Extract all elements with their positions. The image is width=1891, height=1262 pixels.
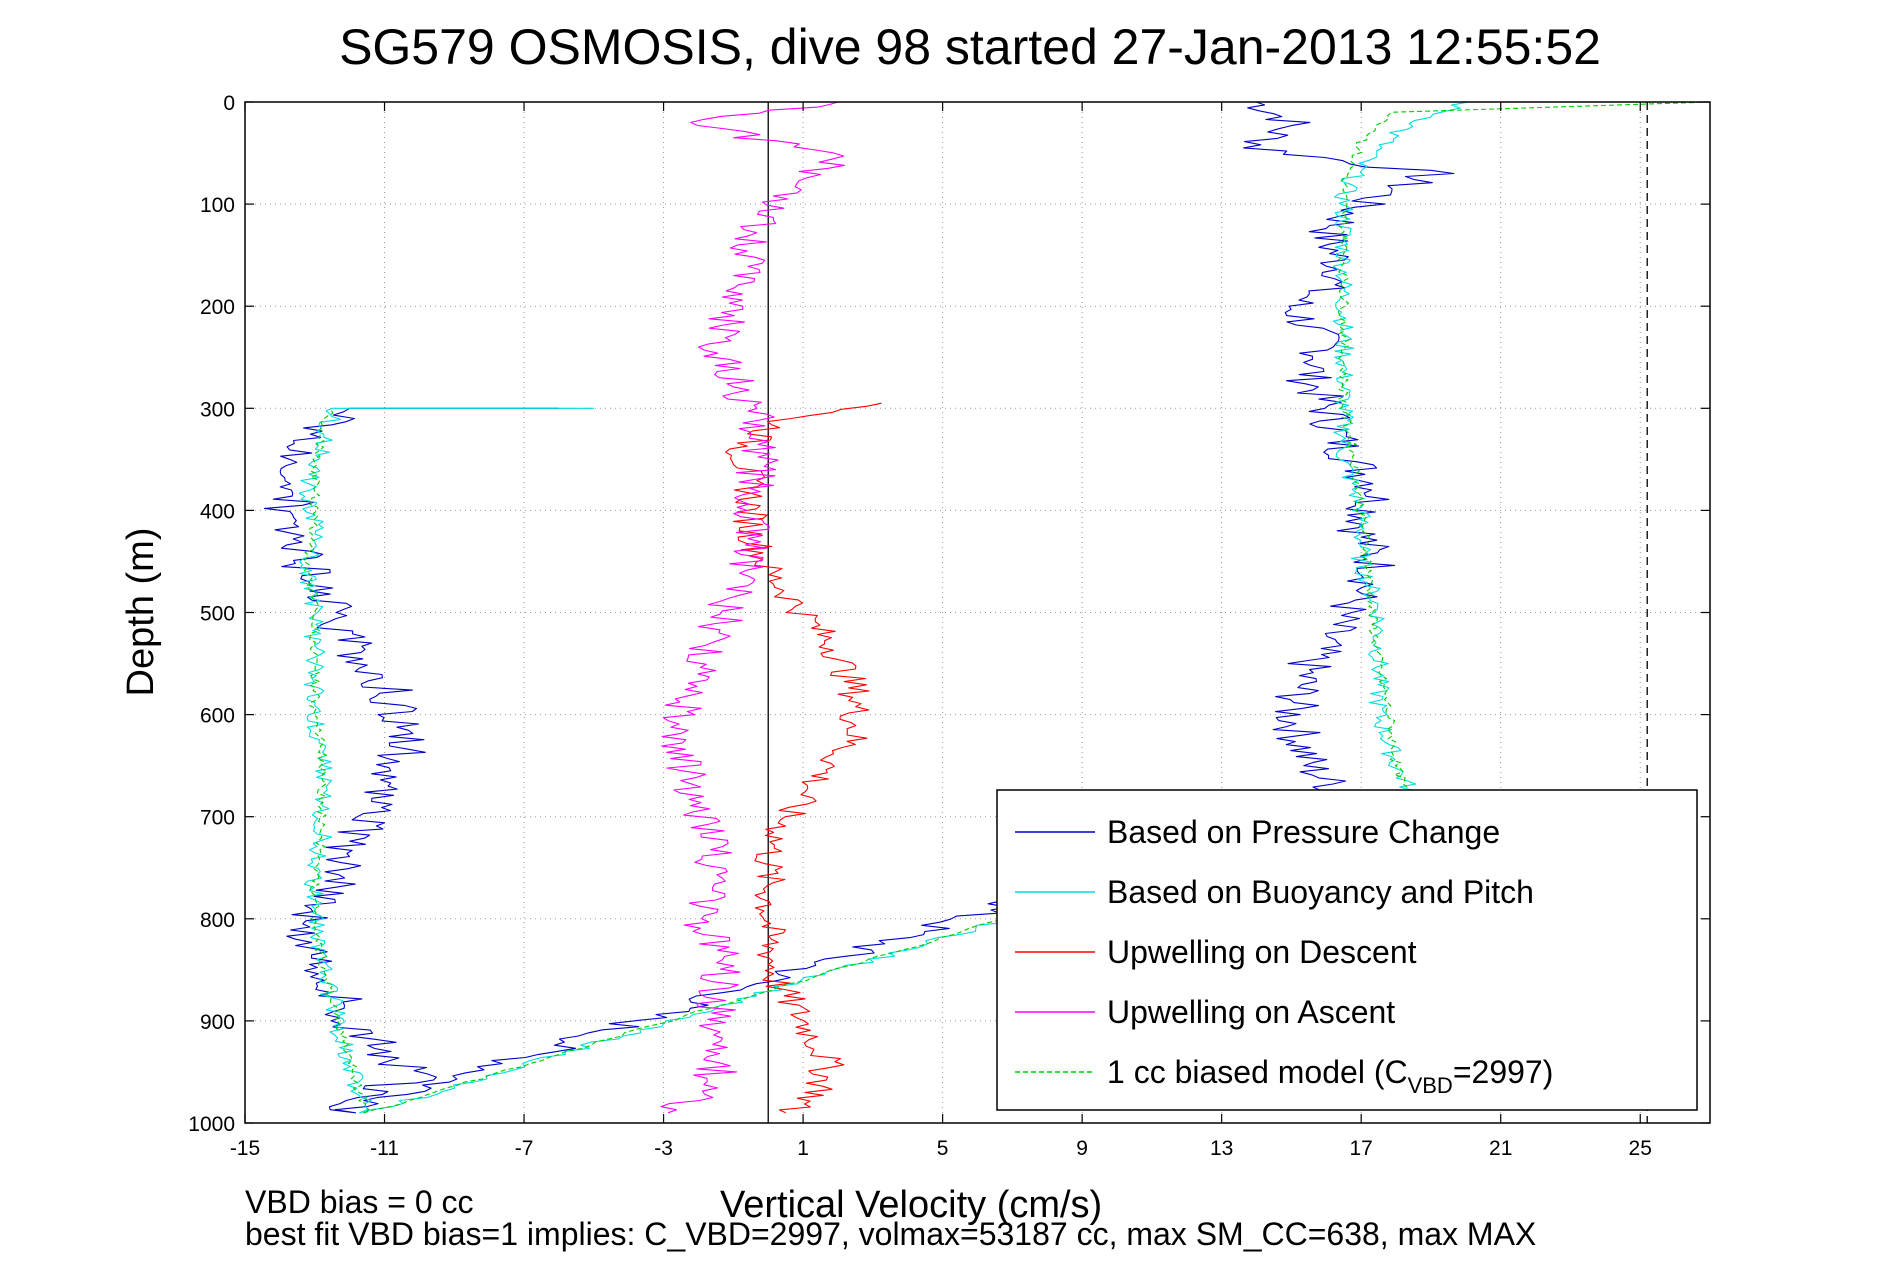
y-tick-label: 800 — [200, 909, 235, 932]
y-axis-ticks: 0 100 200 300 400 500 600 700 800 900 1000 — [188, 92, 1710, 1136]
x-tick-label: 9 — [1076, 1137, 1088, 1160]
x-tick-label: 25 — [1629, 1137, 1652, 1160]
legend-label-pressure: Based on Pressure Change — [1107, 814, 1500, 850]
x-tick-label: 17 — [1350, 1137, 1373, 1160]
legend-label-model: 1 cc biased model (CVBD=2997) — [1107, 1054, 1553, 1098]
x-tick-label: -7 — [515, 1137, 534, 1160]
legend: Based on Pressure Change Based on Buoyanc… — [996, 789, 1698, 1111]
legend-box — [996, 789, 1698, 1111]
chart-title: SG579 OSMOSIS, dive 98 started 27-Jan-20… — [339, 19, 1601, 75]
x-tick-label: 21 — [1489, 1137, 1512, 1160]
data-series — [263, 102, 1710, 1114]
series-line-buoyancy — [298, 102, 1469, 1114]
series-line-descent — [725, 402, 882, 1114]
x-tick-label: -11 — [370, 1137, 399, 1160]
y-tick-label: 500 — [200, 603, 235, 626]
x-tick-label: 13 — [1210, 1137, 1233, 1160]
legend-label-buoyancy: Based on Buoyancy and Pitch — [1107, 874, 1534, 910]
best-fit-note: best fit VBD bias=1 implies: C_VBD=2997,… — [245, 1216, 1536, 1252]
x-tick-label: -3 — [654, 1137, 673, 1160]
y-tick-label: 100 — [200, 194, 235, 217]
y-tick-label: 0 — [223, 92, 235, 115]
y-tick-label: 600 — [200, 705, 235, 728]
y-tick-label: 1000 — [188, 1113, 235, 1136]
x-axis-ticks: -15 -11 -7 -3 1 5 9 13 17 21 25 — [230, 102, 1652, 1160]
y-axis-label: Depth (m) — [120, 528, 162, 697]
vbd-bias-note: VBD bias = 0 cc — [245, 1184, 474, 1220]
legend-label-ascent: Upwelling on Ascent — [1107, 994, 1395, 1030]
x-axis-label: Vertical Velocity (cm/s) — [720, 1184, 1102, 1226]
legend-label-descent: Upwelling on Descent — [1107, 934, 1417, 970]
y-tick-label: 200 — [200, 296, 235, 319]
series-line-model — [303, 102, 1710, 1114]
series-line-pressure — [263, 102, 1455, 1114]
y-tick-label: 300 — [200, 398, 235, 421]
y-tick-label: 700 — [200, 807, 235, 830]
x-tick-label: 5 — [937, 1137, 949, 1160]
x-tick-label: 1 — [797, 1137, 809, 1160]
series-line-ascent — [660, 102, 845, 1114]
y-tick-label: 400 — [200, 500, 235, 523]
y-tick-label: 900 — [200, 1011, 235, 1034]
x-tick-label: -15 — [230, 1137, 260, 1160]
